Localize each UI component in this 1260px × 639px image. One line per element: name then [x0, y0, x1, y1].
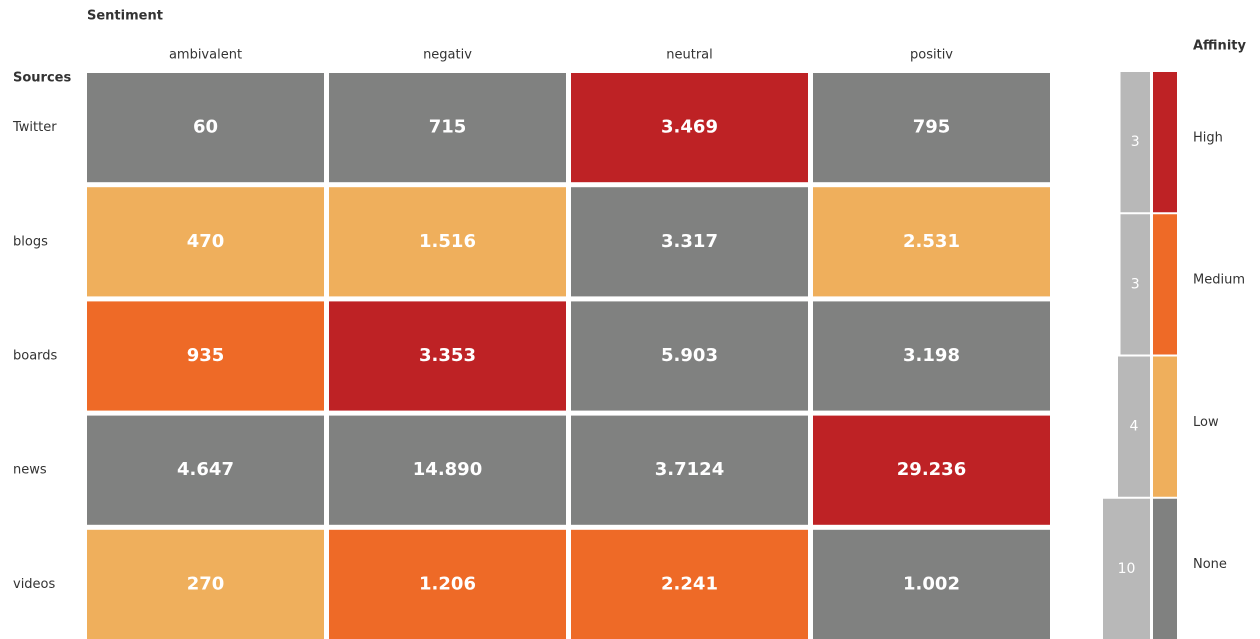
cell-label: 29.236 — [897, 459, 966, 480]
legend-swatch — [1153, 356, 1177, 497]
legend-count-bar — [1120, 214, 1150, 355]
cell-label: 715 — [429, 117, 467, 138]
cell-label: 14.890 — [413, 459, 482, 480]
legend-count: 3 — [1131, 134, 1140, 150]
cell — [813, 415, 1050, 525]
cell — [813, 301, 1050, 411]
column-label: negativ — [423, 48, 472, 63]
cell-label: 270 — [187, 573, 225, 594]
row-label: Twitter — [12, 120, 57, 135]
row-label: news — [13, 463, 47, 478]
legend-count-bar — [1118, 356, 1150, 497]
column-label: neutral — [666, 48, 713, 63]
cell — [571, 187, 808, 297]
column-label: ambivalent — [169, 48, 242, 63]
cell — [87, 301, 324, 411]
cell — [813, 529, 1050, 639]
cell — [571, 415, 808, 525]
y-axis-title: Sources — [13, 71, 71, 86]
cell — [87, 415, 324, 525]
legend-label: Medium — [1193, 273, 1245, 288]
legend-count: 3 — [1131, 276, 1140, 292]
cell-label: 3.317 — [661, 231, 718, 252]
cell-label: 3.198 — [903, 345, 960, 366]
legend-count: 4 — [1130, 419, 1139, 435]
row-label: videos — [13, 577, 56, 592]
row-label: boards — [13, 349, 58, 364]
cell — [329, 187, 566, 297]
column-label: positiv — [910, 48, 953, 63]
cell — [813, 187, 1050, 297]
cell — [329, 73, 566, 183]
cell — [87, 73, 324, 183]
cell-label: 3.7124 — [655, 459, 724, 480]
cell-label: 60 — [193, 117, 218, 138]
cell-label: 2.241 — [661, 573, 718, 594]
cell — [813, 73, 1050, 183]
cell — [571, 301, 808, 411]
legend-count: 10 — [1118, 561, 1136, 577]
cell — [329, 529, 566, 639]
legend-label: None — [1193, 557, 1227, 572]
cell-label: 1.002 — [903, 573, 960, 594]
legend-swatch — [1153, 214, 1177, 355]
cell-label: 1.206 — [419, 573, 476, 594]
cell — [87, 187, 324, 297]
cell — [329, 415, 566, 525]
cell-label: 470 — [187, 231, 225, 252]
cell-label: 795 — [913, 117, 951, 138]
cell-label: 4.647 — [177, 459, 234, 480]
cell-label: 3.469 — [661, 117, 718, 138]
row-label: blogs — [13, 234, 48, 249]
cell — [571, 73, 808, 183]
legend-swatch — [1153, 498, 1177, 639]
legend-title: Affinity — [1193, 39, 1246, 54]
cell — [87, 529, 324, 639]
legend-label: Low — [1193, 415, 1219, 430]
legend-count-bar — [1120, 72, 1150, 213]
legend-count-bar — [1103, 498, 1150, 639]
cell-label: 5.903 — [661, 345, 718, 366]
chart-title: Sentiment — [87, 9, 163, 24]
legend-swatch — [1153, 72, 1177, 213]
cell-label: 3.353 — [419, 345, 476, 366]
legend-label: High — [1193, 130, 1223, 145]
cell — [329, 301, 566, 411]
cell — [571, 529, 808, 639]
cell-label: 1.516 — [419, 231, 476, 252]
cell-label: 935 — [187, 345, 225, 366]
cell-label: 2.531 — [903, 231, 960, 252]
